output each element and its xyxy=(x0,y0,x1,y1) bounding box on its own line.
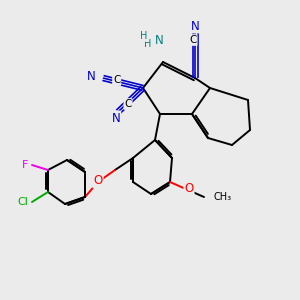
Text: CH₃: CH₃ xyxy=(214,192,232,202)
Text: Cl: Cl xyxy=(17,197,28,207)
Text: H: H xyxy=(140,31,147,41)
Text: F: F xyxy=(22,160,28,170)
Text: N: N xyxy=(190,20,200,32)
Text: N: N xyxy=(154,34,164,46)
Text: O: O xyxy=(93,175,103,188)
Text: N: N xyxy=(87,70,96,83)
Text: O: O xyxy=(184,182,194,196)
Text: C: C xyxy=(189,35,197,45)
Text: N: N xyxy=(112,112,120,124)
Text: H: H xyxy=(144,39,151,49)
Text: C: C xyxy=(113,75,120,85)
Text: C: C xyxy=(124,99,132,109)
